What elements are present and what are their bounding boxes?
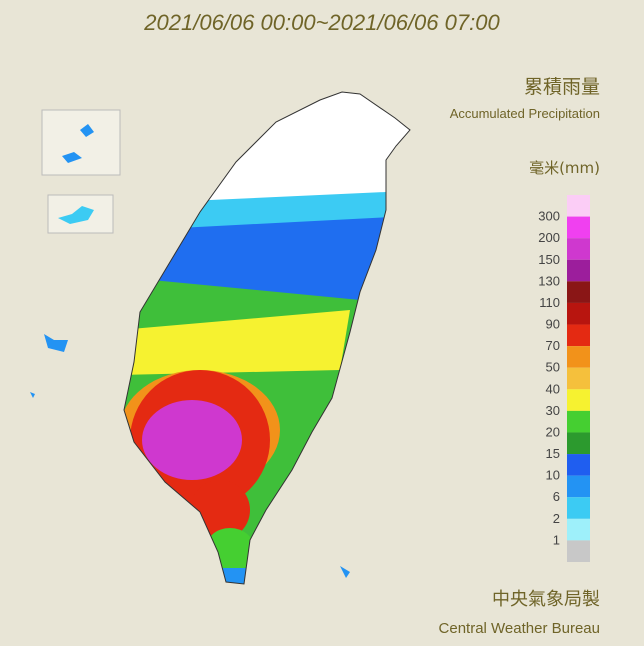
legend-label: 70 <box>546 338 560 353</box>
legend-label: 10 <box>546 468 560 483</box>
legend-unit: 毫米(mm) <box>529 159 600 177</box>
legend-label: 2 <box>553 511 560 526</box>
legend-swatch <box>567 302 590 325</box>
legend-label: 30 <box>546 403 560 418</box>
legend-swatch <box>567 216 590 239</box>
legend-label: 110 <box>539 295 560 310</box>
legend-title: 累積雨量 <box>524 76 600 98</box>
island <box>62 124 94 163</box>
legend-swatch <box>567 540 590 562</box>
legend-label: 20 <box>546 424 560 439</box>
legend-swatch <box>567 238 590 260</box>
legend-swatch <box>567 389 590 411</box>
legend-label: 50 <box>546 360 560 375</box>
legend-swatch <box>567 367 590 390</box>
legend-label: 130 <box>538 273 560 288</box>
legend-label: 1 <box>553 532 560 547</box>
credit-en: Central Weather Bureau <box>439 620 600 637</box>
legend-swatch <box>567 324 590 347</box>
legend-swatch <box>567 432 590 455</box>
legend-swatch <box>567 475 590 498</box>
credit-zh: 中央氣象局製 <box>492 589 600 610</box>
legend-label: 150 <box>538 252 560 267</box>
legend-label: 6 <box>553 489 560 504</box>
legend-swatch <box>567 518 590 541</box>
legend-swatch <box>567 259 590 282</box>
legend-swatch <box>567 281 590 303</box>
inset-box <box>41 109 121 176</box>
legend-swatch <box>567 346 590 368</box>
legend-label: 40 <box>546 381 560 396</box>
coastline <box>123 91 411 585</box>
legend-swatch <box>567 454 590 476</box>
legend-label: 200 <box>538 230 560 245</box>
legend-swatch <box>567 497 590 519</box>
legend-label: 15 <box>546 446 560 461</box>
legend-label: 90 <box>546 317 560 332</box>
legend-swatch <box>567 410 590 433</box>
legend-label: 300 <box>538 209 560 224</box>
title: 2021/06/06 00:00~2021/06/06 07:00 <box>143 10 500 35</box>
legend-swatch <box>567 195 590 217</box>
island <box>58 206 94 224</box>
legend-subtitle: Accumulated Precipitation <box>450 106 600 121</box>
